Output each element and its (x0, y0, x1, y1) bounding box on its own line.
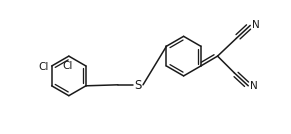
Text: N: N (252, 21, 260, 30)
Text: Cl: Cl (38, 62, 49, 72)
Text: S: S (134, 79, 142, 92)
Text: Cl: Cl (63, 61, 73, 71)
Text: N: N (250, 81, 258, 91)
